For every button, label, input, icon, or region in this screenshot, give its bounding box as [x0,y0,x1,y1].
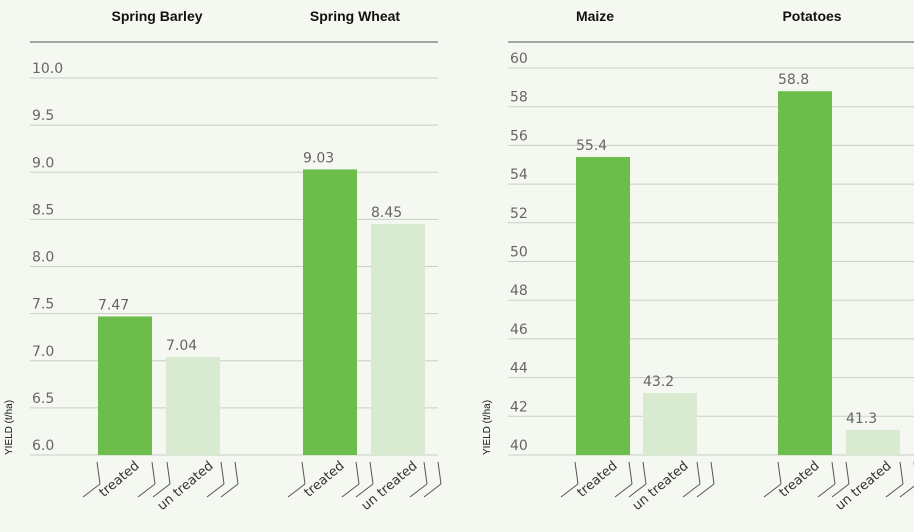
chart1-y-tick-label: 8.0 [32,250,54,266]
chart2-y-tick-label: 50 [510,245,528,261]
chart1-category-tick [220,461,225,485]
chart1-y-tick-label: 10.0 [32,61,63,77]
chart1-category-tick [166,461,171,485]
chart1-bar-untreated [166,356,220,455]
chart2-bar-untreated [643,393,697,455]
chart2-category-tick [899,461,904,485]
chart2-data-label: 43.2 [643,374,674,390]
chart2-y-tick-label: 46 [510,322,528,338]
chart2-bar-treated [778,91,832,455]
chart2-category-label: un treated [630,459,692,514]
chart1-category-tick [423,461,428,485]
chart1-category-tick [355,461,360,485]
chart1-y-tick-label: 7.5 [32,297,54,313]
chart2-category-tick [628,483,647,498]
chart2-category-tick [696,461,701,485]
chart2-category-tick [845,461,850,485]
chart2-y-tick-label: 56 [510,128,528,144]
chart2-y-tick-label: 40 [510,438,528,454]
chart1-bar-untreated [371,224,425,455]
chart2-category-tick [777,461,782,485]
chart2-y-tick-label: 42 [510,399,528,415]
chart1-category-tick [409,483,428,498]
chart1-y-tick-label: 8.5 [32,202,54,218]
chart2-category-tick [899,485,914,498]
chart1-data-label: 8.45 [371,205,402,221]
chart2-data-label: 55.4 [576,138,607,154]
chart2-y-tick-label: 60 [510,51,528,67]
chart1-category-tick [437,461,442,485]
chart1-category-label: un treated [155,459,217,514]
chart1-data-label: 7.47 [98,297,129,313]
chart2-category-tick [574,461,579,485]
chart2-y-tick-label: 44 [510,361,528,377]
chart1-category-tick [234,461,239,485]
chart2-y-axis-label: YIELD (t/ha) [482,400,493,455]
chart2-category-tick [682,483,701,498]
chart1-category-tick [206,483,225,498]
chart1-category-tick [355,483,374,498]
chart2-category-label: treated [777,459,823,501]
chart2-category-tick [763,483,782,498]
chart1-category-label: treated [97,459,143,501]
chart1-category-tick [137,483,156,498]
chart1-y-tick-label: 6.5 [32,391,54,407]
chart2-group-title: Potatoes [782,8,841,24]
chart1-category-label: treated [302,459,348,501]
chart2-category-tick [614,483,633,498]
chart2-y-tick-label: 58 [510,90,528,106]
chart2-group-title: Maize [576,8,614,24]
chart2-category-tick [885,483,904,498]
chart1-category-tick [301,461,306,485]
chart1-y-axis-label: YIELD (t/ha) [4,400,15,455]
chart1-y-tick-label: 9.5 [32,108,54,124]
chart2-category-tick [710,461,715,485]
chart1-y-tick-label: 6.0 [32,438,54,454]
chart1-group-title: Spring Barley [111,8,202,24]
chart2-category-tick [696,483,715,498]
chart1-y-tick-label: 9.0 [32,155,54,171]
chart1-data-label: 7.04 [166,338,197,354]
chart2-category-tick [831,483,850,498]
chart1-category-tick [341,483,360,498]
chart2-bar-untreated [846,429,900,455]
chart2-data-label: 58.8 [778,72,809,88]
chart1-category-tick [369,461,374,485]
chart2-category-tick [817,483,836,498]
chart2-data-label: 41.3 [846,411,877,427]
chart2-category-tick [560,483,579,498]
chart1-category-tick [287,483,306,498]
chart1-category-label: un treated [359,459,421,514]
chart1-bar-treated [303,169,357,456]
chart2-y-tick-label: 54 [510,167,528,183]
chart2-bar-treated [576,157,630,455]
chart1-bar-treated [98,316,152,455]
chart2-y-tick-label: 48 [510,283,528,299]
chart1-category-tick [151,461,156,485]
chart1-group-title: Spring Wheat [310,8,401,24]
chart2-category-label: un treated [833,459,895,514]
chart1-category-tick [96,461,101,485]
chart2-category-tick [642,461,647,485]
chart2-category-tick [628,461,633,485]
chart2-category-tick [831,461,836,485]
chart2-category-label: treated [575,459,621,501]
chart1-y-tick-label: 7.0 [32,344,54,360]
chart2-y-tick-label: 52 [510,206,528,222]
chart1-category-tick [82,483,101,498]
chart1-data-label: 9.03 [303,150,334,166]
chart1-category-tick [423,483,442,498]
chart1-category-tick [152,483,171,498]
chart1-category-tick [220,483,239,498]
